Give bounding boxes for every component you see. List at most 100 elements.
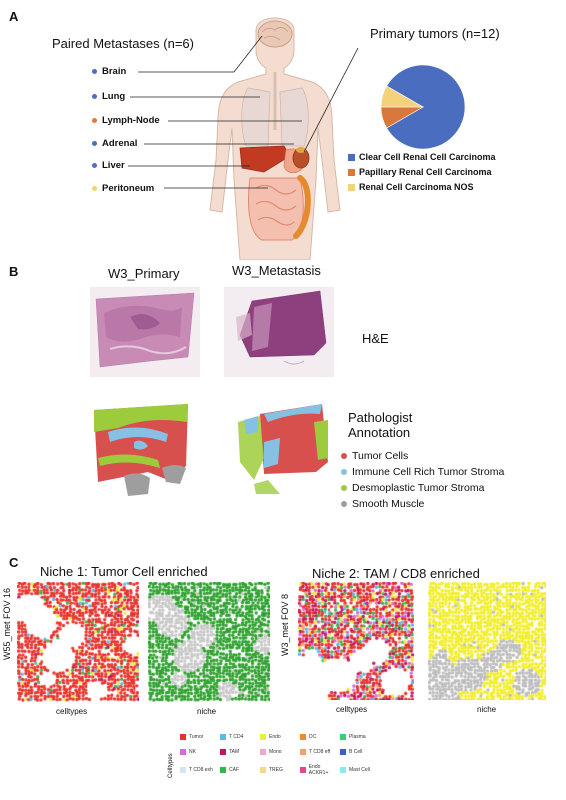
celltype-label: Plasma (349, 734, 366, 740)
annotation-dot (341, 501, 347, 507)
celltype-swatch (260, 767, 266, 773)
celltype-swatch (300, 767, 306, 773)
site-liver-dot (92, 163, 97, 168)
panel-a-letter: A (9, 9, 19, 24)
panel-c-letter: C (9, 555, 19, 570)
celltype-swatch (340, 734, 346, 740)
site-peritoneum-dot (92, 186, 97, 191)
niche2-niche-map (428, 582, 546, 700)
celltype-swatch (220, 734, 226, 740)
celltype-label: DC (309, 734, 317, 740)
pie-slice-2 (380, 85, 425, 108)
site-lymph-node-dot (92, 118, 97, 123)
site-lung-label: Lung (102, 91, 126, 102)
site-adrenal-label: Adrenal (102, 138, 138, 149)
leader-lines (128, 35, 359, 189)
celltype-label: T CD8 eff (309, 749, 331, 755)
celltype-swatch (300, 734, 306, 740)
celltype-label: Endo (269, 734, 281, 740)
niche1-celltypes-map (17, 582, 139, 702)
celltype-legend-item: Endo (260, 734, 300, 740)
site-liver-label: Liver (102, 160, 125, 171)
celltype-legend-title: Celltypes (168, 753, 174, 778)
annotation-map-primary (94, 404, 188, 496)
celltype-label: Mono (269, 749, 282, 755)
niche2-celltypes-caption: celltypes (336, 705, 368, 714)
celltype-legend-item: Plasma (340, 734, 380, 740)
annotation-item-immune-stroma: Immune Cell Rich Tumor Stroma (341, 466, 504, 478)
pie-legend: Clear Cell Renal Cell Carcinoma Papillar… (348, 152, 496, 192)
pie-legend-label: Clear Cell Renal Cell Carcinoma (359, 152, 496, 162)
celltype-label: Endo ACKR1+ (308, 764, 329, 776)
annotation-dot (341, 453, 347, 459)
fov2-label: W3_met FOV 8 (280, 593, 290, 656)
celltype-label: Tumor (189, 734, 204, 740)
sample-metastasis-title: W3_Metastasis (232, 263, 321, 278)
annotation-title-line1: Pathologist (348, 410, 413, 425)
celltype-legend-item: Endo ACKR1+ (300, 764, 340, 776)
pie-legend-item-nos: Renal Cell Carcinoma NOS (348, 182, 496, 192)
site-brain-dot (92, 69, 97, 74)
celltype-legend-item: T CD8 exh (180, 764, 220, 776)
celltype-label: T CD4 (229, 734, 244, 740)
celltype-legend-item: B Cell (340, 749, 380, 755)
annotation-dot (341, 485, 347, 491)
site-lymph-node: Lymph-Node (92, 115, 160, 126)
celltype-swatch (180, 767, 186, 773)
he-label: H&E (362, 331, 389, 346)
pie-legend-item-papillary: Papillary Renal Cell Carcinoma (348, 167, 496, 177)
metastases-title: Paired Metastases (n=6) (52, 36, 194, 51)
niche2-niche-caption: niche (477, 705, 497, 714)
fov1-label: W55_met FOV 16 (2, 587, 12, 660)
niche2-celltypes-map (298, 582, 414, 700)
annotation-label: Immune Cell Rich Tumor Stroma (352, 466, 505, 478)
celltype-swatch (180, 749, 186, 755)
niche1-celltypes-caption: celltypes (56, 707, 88, 716)
celltype-legend: Tumor T CD4 Endo DC Plasma NK TAM Mono T CD8 eff… (180, 734, 380, 776)
annotation-label: Tumor Cells (352, 450, 409, 462)
celltype-label: TREG (269, 767, 283, 773)
pie-legend-label: Papillary Renal Cell Carcinoma (359, 167, 492, 177)
niche1-niche-caption: niche (197, 707, 217, 716)
celltype-swatch (340, 767, 346, 773)
pie-legend-swatch (348, 153, 355, 161)
celltype-swatch (260, 749, 266, 755)
annotation-item-smooth-muscle: Smooth Muscle (341, 498, 504, 510)
niche2-title: Niche 2: TAM / CD8 enriched (312, 566, 480, 581)
pie-legend-swatch (348, 183, 355, 191)
annotation-map-metastasis (238, 404, 328, 494)
annotation-legend-title: Pathologist Annotation (348, 410, 412, 440)
site-peritoneum-label: Peritoneum (102, 183, 155, 194)
site-adrenal: Adrenal (92, 138, 137, 149)
celltype-swatch (340, 749, 346, 755)
site-liver: Liver (92, 160, 125, 171)
pie-slice-0 (386, 64, 466, 150)
annotation-item-desmoplastic-stroma: Desmoplastic Tumor Stroma (341, 482, 504, 494)
celltype-legend-item: CAF (220, 764, 260, 776)
annotation-legend: Tumor Cells Immune Cell Rich Tumor Strom… (341, 450, 504, 510)
primary-tumors-title: Primary tumors (n=12) (370, 26, 500, 41)
annotation-label: Smooth Muscle (352, 498, 425, 510)
site-adrenal-dot (92, 141, 97, 146)
pie-legend-label: Renal Cell Carcinoma NOS (359, 182, 474, 192)
he-image-metastasis (224, 287, 334, 377)
celltype-legend-item: T CD4 (220, 734, 260, 740)
celltype-label: NK (189, 749, 196, 755)
celltype-legend-item: Tumor (180, 734, 220, 740)
celltype-label: Mast Cell (349, 767, 370, 773)
pie-legend-item-clear-cell: Clear Cell Renal Cell Carcinoma (348, 152, 496, 162)
celltype-legend-item: Mono (260, 749, 300, 755)
pie-legend-swatch (348, 168, 355, 176)
celltype-label: CAF (229, 767, 239, 773)
he-image-primary (90, 287, 200, 377)
site-lung-dot (92, 94, 97, 99)
celltype-legend-item: Mast Cell (340, 764, 380, 776)
annotation-label: Desmoplastic Tumor Stroma (352, 482, 485, 494)
celltype-swatch (220, 749, 226, 755)
celltype-label: B Cell (349, 749, 363, 755)
niche1-title: Niche 1: Tumor Cell enriched (40, 564, 208, 579)
celltype-swatch (260, 734, 266, 740)
celltype-legend-item: TREG (260, 764, 300, 776)
celltype-legend-item: NK (180, 749, 220, 755)
site-brain-label: Brain (102, 66, 127, 77)
